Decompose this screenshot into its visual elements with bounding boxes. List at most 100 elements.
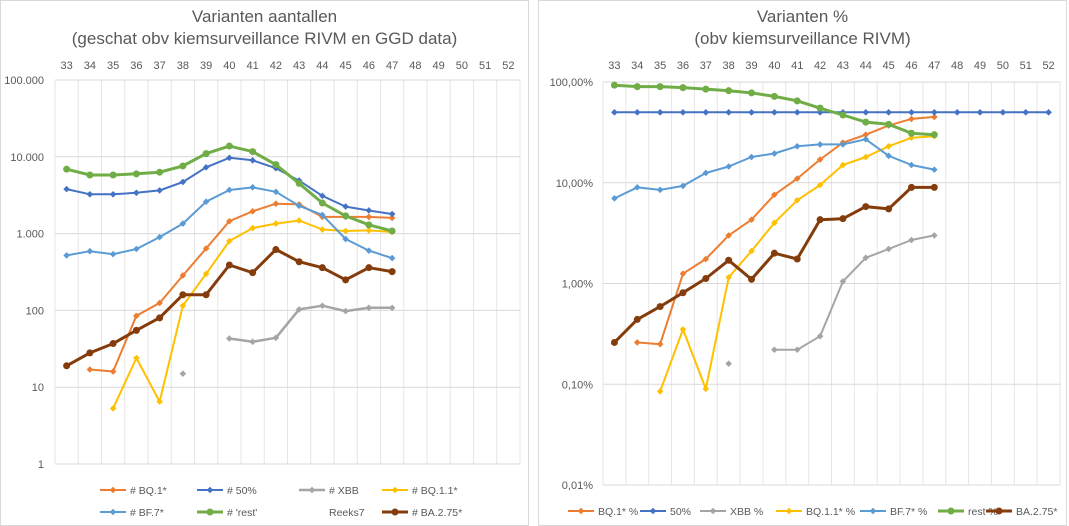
data-point: [885, 143, 892, 150]
data-point: [318, 199, 326, 207]
legend-marker: [109, 508, 117, 516]
data-point: [656, 83, 664, 91]
data-point: [109, 171, 117, 179]
legend-label: XBB %: [730, 506, 763, 518]
data-point: [202, 291, 210, 299]
legend-label: # BQ.1.1*: [412, 485, 458, 497]
data-point: [388, 210, 396, 218]
data-point: [771, 346, 778, 354]
x-tick-label: 43: [837, 60, 849, 72]
legend-label: 50%: [670, 506, 691, 518]
data-point: [249, 269, 257, 277]
data-point: [272, 246, 280, 254]
legend-marker: [869, 507, 877, 515]
series-line: [89, 202, 393, 373]
data-point: [931, 232, 938, 239]
data-point: [342, 276, 350, 284]
data-point: [249, 224, 256, 232]
data-point: [319, 192, 326, 200]
data-point: [226, 154, 233, 162]
data-point: [342, 227, 349, 235]
data-point: [319, 226, 326, 233]
data-point: [133, 189, 140, 197]
data-point: [388, 227, 396, 235]
y-tick-label: 1: [38, 459, 44, 471]
data-point: [610, 338, 618, 346]
data-point: [633, 109, 641, 116]
data-point: [679, 326, 687, 333]
x-tick-label: 42: [814, 60, 826, 72]
data-point: [179, 370, 187, 377]
data-point: [908, 236, 915, 244]
data-point: [388, 268, 396, 276]
x-tick-label: 34: [631, 60, 643, 72]
x-tick-label: 38: [177, 60, 189, 72]
y-tick-label: 100: [26, 305, 44, 317]
data-point: [132, 326, 140, 334]
data-point: [226, 186, 233, 194]
series-line: [637, 115, 935, 346]
data-point: [656, 388, 664, 395]
x-tick-label: 37: [700, 60, 712, 72]
x-tick-label: 47: [386, 60, 398, 72]
data-point: [133, 354, 140, 362]
data-point: [930, 183, 938, 191]
x-tick-label: 51: [479, 60, 491, 72]
data-point: [702, 275, 710, 283]
x-tick-label: 38: [723, 60, 735, 72]
data-point: [725, 109, 732, 116]
legend-label: BQ.1.1* %: [806, 506, 855, 518]
data-point: [839, 161, 847, 169]
x-tick-label: 35: [654, 60, 666, 72]
data-point: [907, 183, 915, 191]
data-point: [272, 220, 280, 227]
data-point: [633, 339, 641, 346]
data-point: [907, 129, 915, 137]
data-point: [63, 252, 70, 259]
data-point: [930, 131, 938, 139]
data-point: [816, 156, 824, 163]
data-point: [202, 150, 210, 158]
data-point: [748, 153, 755, 161]
data-point: [862, 135, 870, 143]
data-point: [816, 216, 824, 224]
data-point: [976, 109, 984, 116]
data-point: [226, 217, 233, 225]
data-point: [793, 175, 801, 182]
data-point: [611, 195, 618, 202]
y-tick-label: 100.000: [4, 75, 44, 87]
data-point: [272, 200, 280, 208]
y-tick-label: 10,00%: [556, 178, 594, 190]
data-point: [725, 163, 732, 170]
data-point: [133, 312, 140, 320]
data-point: [132, 170, 140, 178]
data-point: [342, 307, 349, 315]
data-point: [226, 335, 233, 342]
data-point: [793, 196, 801, 204]
data-point: [931, 166, 938, 173]
data-point: [179, 272, 187, 279]
data-point: [748, 216, 755, 223]
legend-marker: [785, 507, 793, 515]
data-point: [202, 245, 210, 252]
chart-title: Varianten aantallen: [191, 7, 338, 26]
data-point: [272, 161, 280, 169]
chart-plot-svg: 1 10 100 1.000 10.000 100.000 33 34 35 36 37 38 39 40…: [4, 60, 521, 519]
data-point: [109, 368, 117, 375]
chart-panel-right: Varianten % (obv kiemsurveillance RIVM) …: [538, 0, 1067, 526]
chart-subtitle: (obv kiemsurveillance RIVM): [694, 29, 911, 48]
x-tick-label: 48: [951, 60, 963, 72]
data-point: [86, 247, 94, 255]
data-point: [885, 205, 893, 213]
data-point: [931, 109, 938, 116]
data-point: [611, 109, 618, 116]
data-point: [295, 258, 303, 266]
legend-label: # XBB: [329, 485, 359, 497]
data-point: [816, 332, 824, 340]
legend-marker: [206, 486, 214, 494]
data-point: [365, 247, 373, 254]
data-point: [793, 109, 801, 116]
data-point: [226, 237, 233, 245]
data-point: [771, 150, 778, 157]
x-tick-label: 46: [363, 60, 375, 72]
